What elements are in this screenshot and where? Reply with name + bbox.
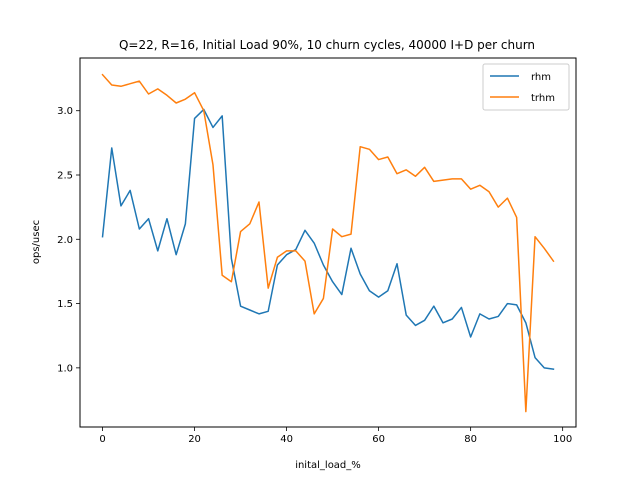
y-tick-label: 1.0 (57, 363, 73, 374)
y-axis-label: ops/usec (31, 220, 42, 264)
x-axis-label: inital_load_% (295, 460, 361, 471)
series-line-rhm (101, 108, 555, 370)
plot-frame (79, 57, 577, 428)
y-tick-label: 1.5 (57, 299, 73, 310)
series-layer (101, 73, 555, 413)
legend-label-trhm: trhm (531, 93, 555, 104)
legend-box (482, 63, 570, 111)
x-tick-label: 40 (280, 434, 293, 445)
x-tick-label: 100 (553, 434, 572, 445)
legend-label-rhm: rhm (531, 72, 551, 83)
y-tick-label: 2.5 (57, 171, 73, 182)
x-tick-label: 80 (464, 434, 477, 445)
x-axis: 0 20 40 60 80 100 (99, 427, 572, 445)
series-line-trhm (101, 73, 555, 413)
legend: rhm trhm (482, 63, 570, 111)
chart-title: Q=22, R=16, Initial Load 90%, 10 churn c… (119, 38, 535, 52)
y-tick-label: 3.0 (57, 106, 73, 117)
x-tick-label: 20 (188, 434, 201, 445)
y-tick-label: 2.0 (57, 235, 73, 246)
x-tick-label: 60 (372, 434, 385, 445)
y-axis: 1.0 1.5 2.0 2.5 3.0 (57, 106, 80, 374)
x-tick-label: 0 (99, 434, 105, 445)
